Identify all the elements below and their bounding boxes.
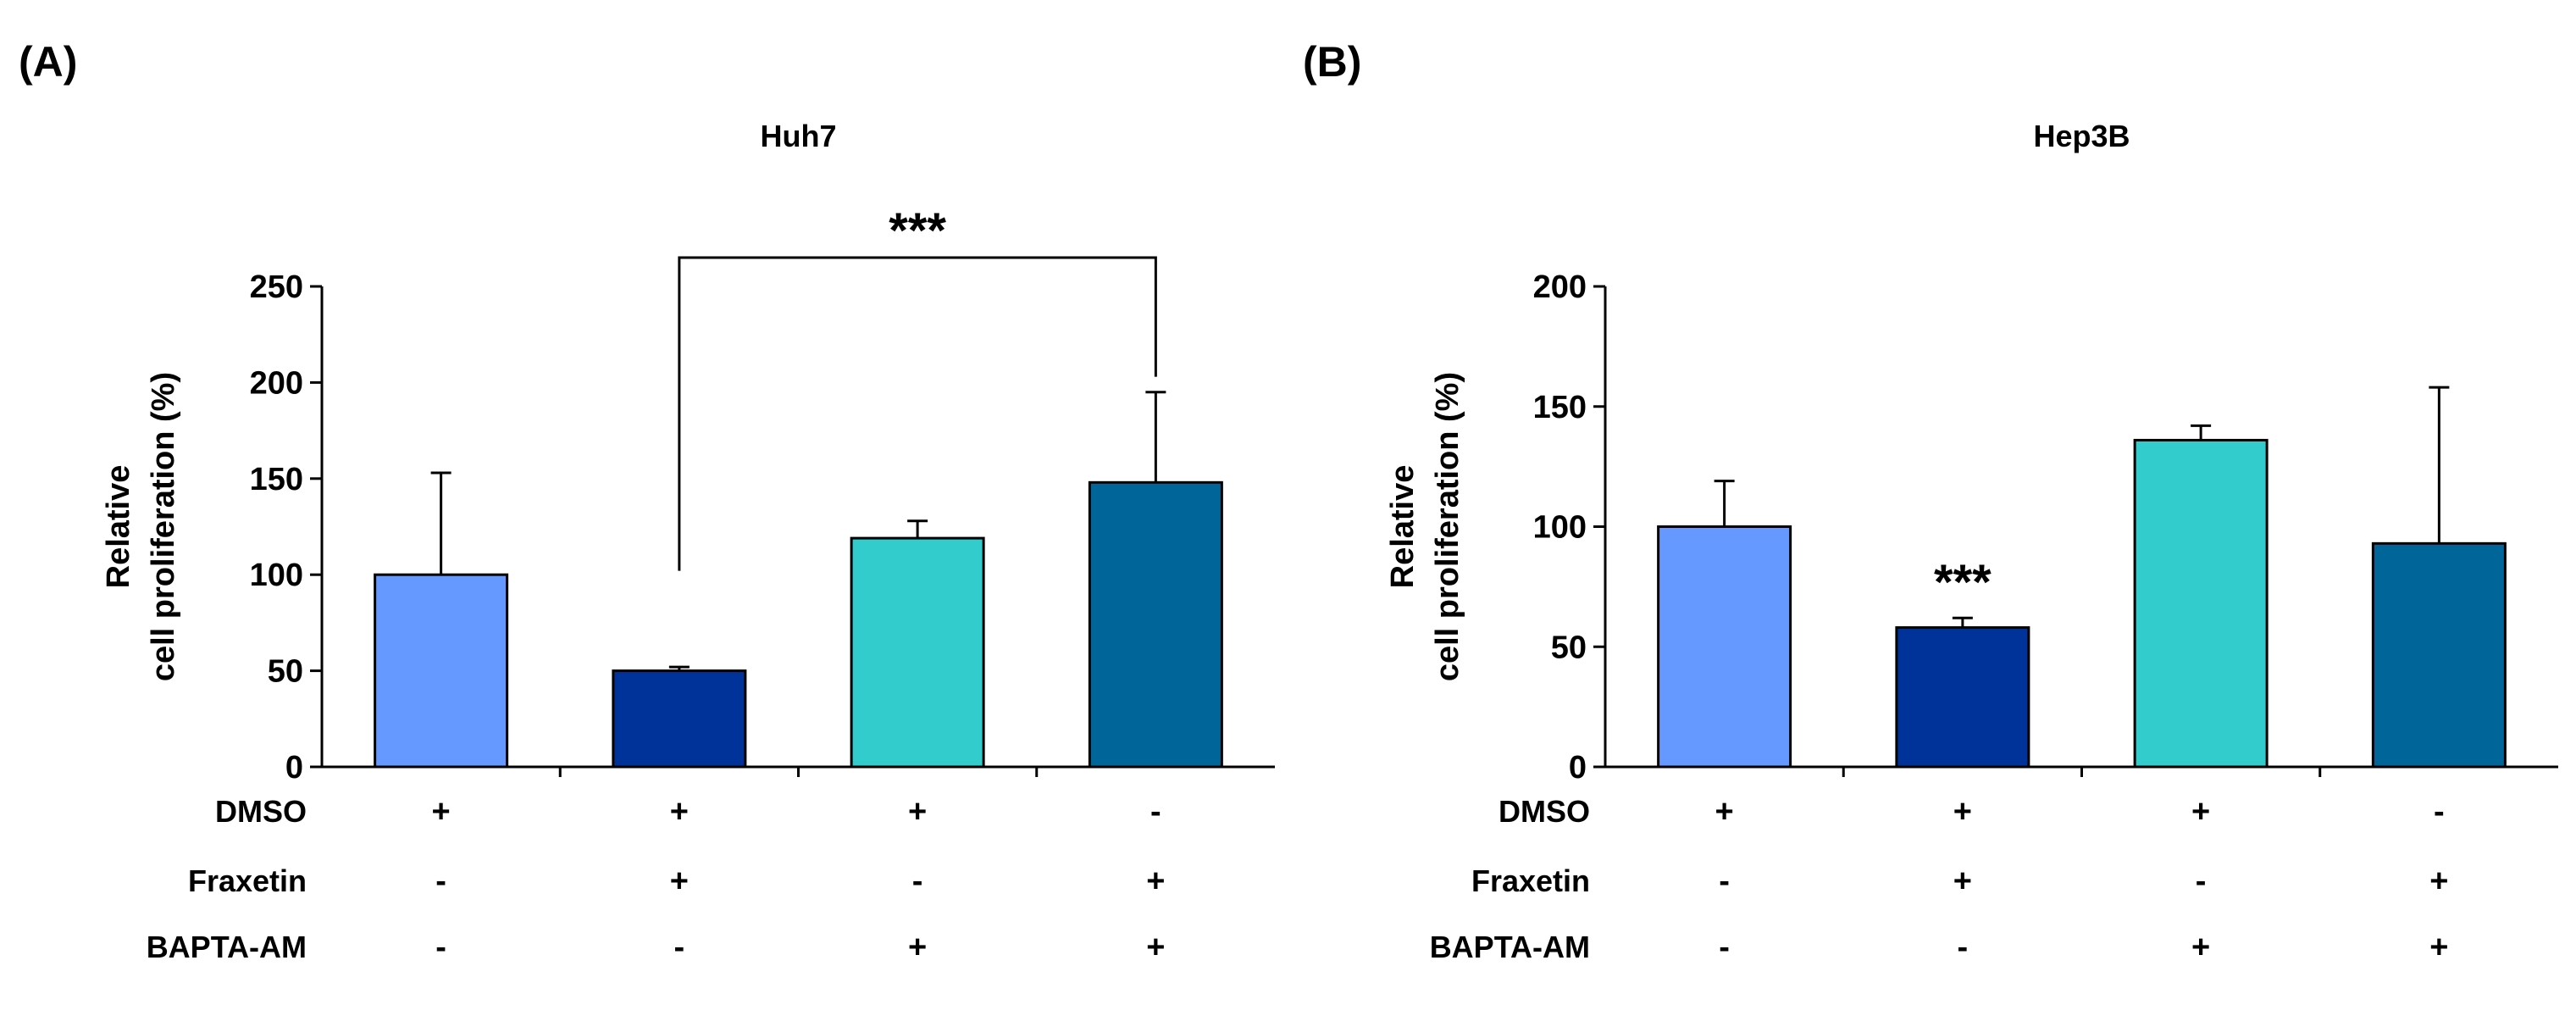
- panel-label-b: (B): [1303, 38, 1361, 86]
- panel-label-a: (A): [19, 38, 77, 86]
- y-tick-label: 150: [250, 462, 303, 497]
- y-tick-label: 250: [250, 269, 303, 305]
- y-tick-label: 50: [1551, 630, 1587, 665]
- y-axis-label-line2: cell proliferation (%): [1430, 372, 1465, 681]
- treatment-cell: +: [432, 794, 451, 830]
- significance-marker: ***: [889, 203, 946, 258]
- y-tick-label: 50: [268, 654, 303, 690]
- significance-marker: ***: [1934, 555, 1992, 610]
- treatment-cell: -: [1150, 794, 1161, 830]
- treatment-cell: +: [1146, 863, 1165, 899]
- bar: [2371, 541, 2507, 769]
- treatment-cell: +: [670, 794, 689, 830]
- treatment-cell: -: [1719, 930, 1730, 965]
- treatment-cell: +: [2429, 863, 2448, 899]
- significance-bracket: [678, 256, 1157, 571]
- treatment-cell: -: [1958, 930, 1969, 965]
- treatment-cell: +: [2429, 930, 2448, 965]
- bar: [374, 573, 509, 769]
- treatment-row-label: DMSO: [1499, 794, 1590, 829]
- bar: [1088, 480, 1223, 769]
- chart-huh7: Huh7 Relative cell proliferation (%) 0 50 100…: [101, 119, 1275, 965]
- treatment-cell: +: [1953, 863, 1972, 899]
- treatment-row-label: Fraxetin: [1471, 863, 1590, 898]
- y-tick-label: 100: [250, 558, 303, 593]
- chart-title: Hep3B: [2033, 119, 2130, 153]
- treatment-cell: +: [1953, 794, 1972, 830]
- treatment-cell: +: [908, 930, 927, 965]
- treatment-cell: -: [674, 930, 685, 965]
- treatment-cell: +: [2191, 794, 2210, 830]
- treatment-cell: +: [670, 863, 689, 899]
- treatment-cell: -: [435, 863, 446, 899]
- y-tick-label: 200: [1533, 269, 1587, 305]
- bar: [1895, 626, 2030, 769]
- y-axis-label-line1: Relative: [101, 465, 136, 589]
- treatment-cell: +: [1146, 930, 1165, 965]
- y-tick-label: 0: [285, 750, 303, 786]
- treatment-row-label: BAPTA-AM: [1430, 930, 1590, 964]
- bar: [612, 669, 747, 769]
- treatment-cell: -: [912, 863, 923, 899]
- treatment-cell: -: [2434, 794, 2445, 830]
- treatment-cell: +: [2191, 930, 2210, 965]
- y-tick-label: 100: [1533, 510, 1587, 546]
- treatment-cell: -: [1719, 863, 1730, 899]
- treatment-row-label: Fraxetin: [188, 863, 307, 898]
- y-axis-label-line1: Relative: [1385, 465, 1421, 589]
- y-tick-label: 200: [250, 365, 303, 401]
- y-tick-label: 0: [1569, 750, 1587, 786]
- treatment-cell: +: [908, 794, 927, 830]
- bar: [1657, 525, 1792, 769]
- treatment-row-label: DMSO: [215, 794, 307, 829]
- y-axis-label-line2: cell proliferation (%): [146, 372, 181, 681]
- chart-title: Huh7: [761, 119, 837, 153]
- treatment-row-label: BAPTA-AM: [147, 930, 307, 964]
- chart-hep3b: Hep3B Relative cell proliferation (%) 0 50 10…: [1385, 119, 2558, 965]
- bar: [850, 536, 985, 769]
- treatment-cell: +: [1715, 794, 1734, 830]
- treatment-cell: -: [435, 930, 446, 965]
- bar: [2133, 438, 2269, 769]
- treatment-cell: -: [2196, 863, 2207, 899]
- y-tick-label: 150: [1533, 390, 1587, 425]
